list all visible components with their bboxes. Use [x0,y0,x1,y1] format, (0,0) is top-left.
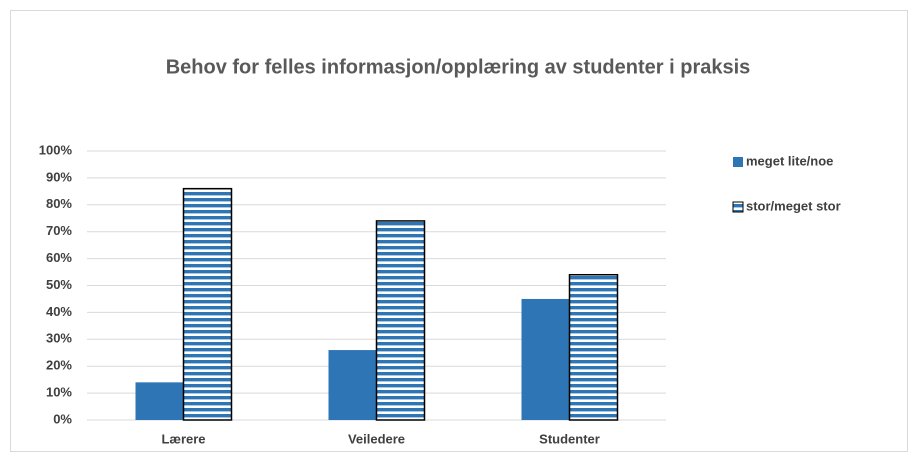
legend-swatch [732,201,744,213]
chart-title: Behov for felles informasjon/opplæring a… [166,56,751,78]
y-tick-label: 20% [46,358,72,373]
y-tick-label: 80% [46,196,72,211]
y-tick-label: 90% [46,169,72,184]
legend-label: meget lite/noe [746,153,833,168]
y-tick-label: 0% [53,411,72,426]
bar [521,298,570,420]
chart-frame [10,10,908,452]
bar [182,187,233,421]
y-tick-label: 70% [46,223,72,238]
y-tick-label: 60% [46,250,72,265]
y-tick-label: 10% [46,385,72,400]
y-tick-label: 30% [46,331,72,346]
y-tick-label: 100% [39,142,73,157]
bar [375,220,426,421]
legend-label: stor/meget stor [746,198,841,213]
x-tick-label: Lærere [161,431,205,446]
x-tick-label: Veiledere [348,431,405,446]
bar [328,350,377,420]
legend-swatch [733,157,743,167]
y-tick-label: 50% [46,277,72,292]
y-tick-label: 40% [46,304,72,319]
bar [135,382,184,420]
bar [568,273,619,421]
x-tick-label: Studenter [539,431,600,446]
